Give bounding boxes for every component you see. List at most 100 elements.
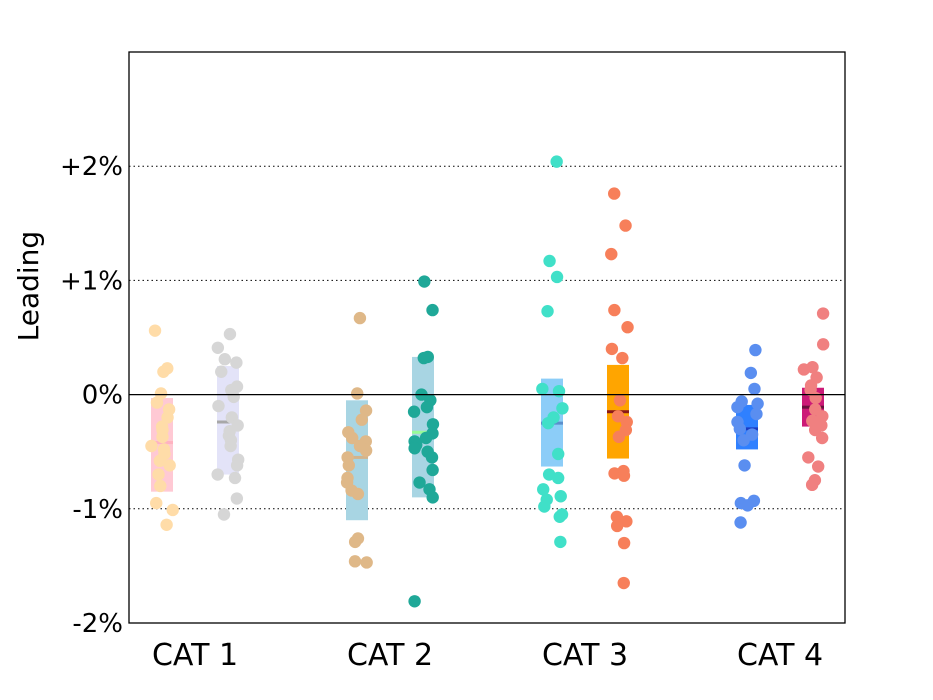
y-tick-labels: -2% -1% 0% +1% +2% xyxy=(60,152,123,639)
data-point xyxy=(751,397,764,410)
data-point xyxy=(153,454,167,468)
y-axis-label: Leading xyxy=(12,231,45,342)
data-point xyxy=(738,459,751,472)
data-point xyxy=(808,423,822,437)
data-point xyxy=(741,499,754,512)
data-point xyxy=(407,405,421,418)
point-layer xyxy=(145,155,830,608)
data-point xyxy=(218,352,232,366)
data-point xyxy=(816,338,830,351)
data-point xyxy=(359,444,373,457)
data-point xyxy=(605,247,618,261)
data-point xyxy=(230,356,243,369)
data-point xyxy=(551,471,565,485)
data-point xyxy=(550,155,563,168)
data-point xyxy=(608,187,621,200)
data-point xyxy=(211,341,225,354)
y-tick-label: +1% xyxy=(60,266,123,296)
data-point xyxy=(536,382,549,396)
data-point xyxy=(538,500,551,513)
data-point xyxy=(166,503,179,517)
data-point xyxy=(351,387,364,400)
x-category-label: CAT 2 xyxy=(347,638,433,673)
data-point xyxy=(750,407,763,421)
data-point xyxy=(556,402,569,415)
data-point xyxy=(731,400,744,414)
data-point xyxy=(420,400,434,414)
data-point xyxy=(797,363,811,376)
data-point xyxy=(805,478,819,492)
data-point xyxy=(612,430,626,444)
data-point xyxy=(815,431,829,445)
data-point xyxy=(749,343,762,357)
data-point xyxy=(608,303,621,317)
data-point xyxy=(426,303,439,317)
data-point xyxy=(619,219,632,232)
data-point xyxy=(418,275,431,288)
data-point xyxy=(610,519,624,533)
data-point xyxy=(211,468,224,481)
data-point xyxy=(610,510,624,523)
data-point xyxy=(802,451,815,464)
data-point xyxy=(613,394,627,407)
data-point xyxy=(617,576,630,590)
data-point xyxy=(554,490,567,503)
data-point xyxy=(154,479,167,493)
data-point xyxy=(744,366,758,380)
data-point xyxy=(608,467,621,480)
data-point xyxy=(425,451,439,464)
data-point xyxy=(543,254,556,268)
data-point xyxy=(230,459,244,472)
data-point xyxy=(617,469,631,482)
data-point xyxy=(419,431,433,445)
data-point xyxy=(163,459,176,472)
y-tick-label: 0% xyxy=(82,381,123,411)
data-point xyxy=(161,411,174,424)
data-point xyxy=(342,459,356,472)
data-point xyxy=(617,536,631,550)
plot-frame xyxy=(128,51,846,624)
data-point xyxy=(212,399,225,413)
data-point xyxy=(733,422,747,436)
data-point xyxy=(554,535,567,549)
data-point xyxy=(734,516,747,529)
data-point xyxy=(230,492,244,505)
data-point xyxy=(553,510,566,523)
data-point xyxy=(227,390,240,404)
data-point xyxy=(360,556,373,569)
data-point xyxy=(351,487,365,501)
data-point xyxy=(816,307,830,320)
data-point xyxy=(621,321,634,334)
data-point xyxy=(816,410,829,423)
data-point xyxy=(737,434,750,447)
data-point xyxy=(217,508,231,521)
data-point xyxy=(408,595,421,608)
data-point xyxy=(611,410,625,423)
data-point xyxy=(552,447,565,461)
data-point xyxy=(223,327,237,341)
data-point xyxy=(224,439,237,453)
x-category-label: CAT 1 xyxy=(152,638,238,673)
y-tick-label: -1% xyxy=(72,495,123,525)
data-point xyxy=(417,351,430,365)
data-point xyxy=(426,463,439,477)
data-point xyxy=(345,431,359,445)
data-point xyxy=(160,518,173,531)
data-point xyxy=(413,476,426,489)
data-point xyxy=(353,311,367,325)
data-point xyxy=(426,418,440,431)
data-point xyxy=(552,384,566,398)
y-tick-label: -2% xyxy=(72,609,123,639)
data-point xyxy=(228,471,242,485)
data-point xyxy=(150,496,163,510)
median-line xyxy=(736,427,758,431)
data-point xyxy=(355,413,368,426)
data-point xyxy=(809,391,822,405)
median-line xyxy=(346,455,368,459)
data-point xyxy=(620,515,633,528)
data-point xyxy=(348,555,362,568)
data-point xyxy=(148,324,162,337)
x-category-labels: CAT 1 CAT 2 CAT 3 CAT 4 xyxy=(152,638,823,673)
